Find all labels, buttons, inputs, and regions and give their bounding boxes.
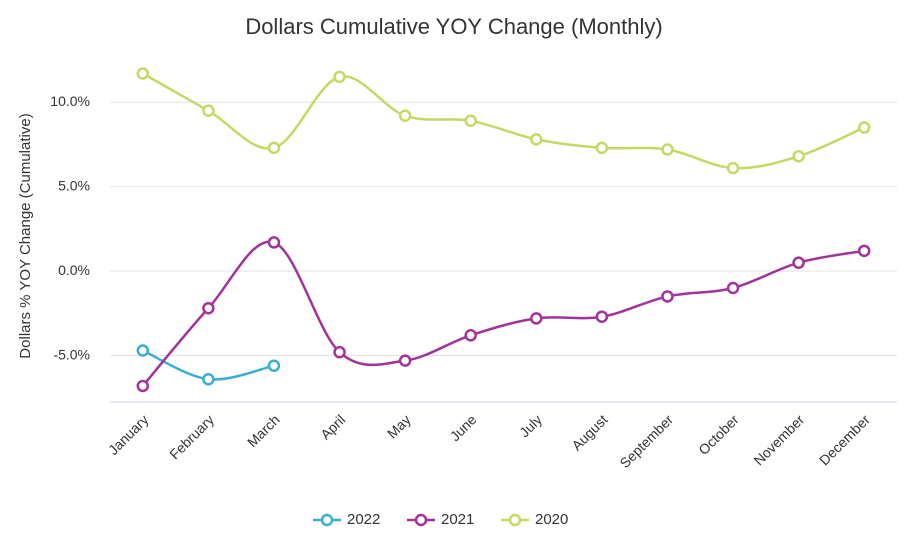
x-tick-label: February (166, 411, 217, 462)
x-tick-label: March (244, 411, 283, 450)
data-point (267, 359, 281, 372)
data-point (530, 133, 543, 146)
x-tick-label: October (695, 411, 742, 458)
data-point (661, 290, 674, 303)
x-tick-label: January (105, 411, 152, 458)
legend-label: 2020 (535, 511, 568, 528)
x-tick-label: April (317, 411, 348, 442)
data-point (136, 379, 150, 393)
y-tick-label: -5.0% (53, 346, 90, 362)
legend-label: 2022 (347, 511, 380, 528)
data-point (202, 104, 215, 117)
legend-marker (320, 513, 334, 527)
data-point (661, 143, 674, 156)
data-point (857, 121, 871, 134)
data-point (136, 344, 150, 357)
data-point (464, 114, 477, 128)
x-tick-label: August (568, 411, 610, 453)
series-line (141, 240, 865, 387)
y-axis-label: Dollars % YOY Change (Cumulative) (17, 113, 34, 358)
x-tick-label: May (384, 411, 414, 441)
y-tick-label: 10.0% (50, 93, 90, 109)
legend-marker (414, 513, 428, 527)
data-point (726, 281, 740, 295)
x-tick-label: November (750, 411, 807, 468)
data-point (530, 312, 543, 325)
data-point (136, 67, 150, 80)
data-point (333, 70, 346, 84)
data-point (202, 302, 215, 315)
chart-title: Dollars Cumulative YOY Change (Monthly) (245, 14, 662, 39)
data-point (726, 161, 740, 175)
data-point (792, 256, 805, 269)
data-point (595, 310, 609, 323)
y-tick-label: 5.0% (58, 177, 90, 193)
data-point (464, 329, 477, 342)
data-point (857, 244, 871, 258)
legend-marker (508, 513, 522, 527)
series-line (142, 72, 865, 170)
data-point (267, 141, 281, 155)
legend-label: 2021 (441, 511, 474, 528)
data-point (595, 141, 609, 155)
x-tick-label: July (516, 411, 545, 440)
x-tick-label: December (816, 411, 873, 468)
data-point (267, 236, 281, 249)
data-point (202, 372, 215, 386)
x-tick-label: September (616, 411, 676, 471)
data-point (792, 150, 805, 163)
data-point (398, 109, 412, 122)
data-point (333, 345, 346, 359)
x-tick-label: June (447, 411, 480, 444)
data-point (398, 354, 412, 367)
y-tick-label: 0.0% (58, 262, 90, 278)
